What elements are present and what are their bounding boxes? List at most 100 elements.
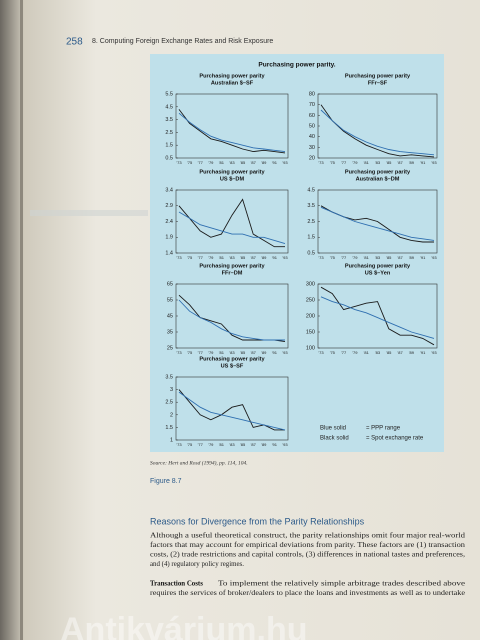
y-tick-label: 1.5 <box>165 143 173 149</box>
data-line <box>320 104 435 158</box>
legend-label: Black solid <box>320 436 349 442</box>
legend-text: = PPP range <box>366 426 401 432</box>
x-tick-label: '85 <box>386 255 392 260</box>
x-tick-label: '79 <box>208 255 214 260</box>
y-tick-label: 1.5 <box>307 235 315 241</box>
figure-title: Purchasing power parity. <box>258 62 335 69</box>
data-line <box>320 286 435 346</box>
chart-title: Purchasing power parity <box>199 356 265 362</box>
x-tick-label: '79 <box>208 442 214 447</box>
y-tick-label: 2.5 <box>307 219 315 225</box>
data-line <box>178 211 286 245</box>
y-tick-label: 1 <box>170 437 173 443</box>
x-tick-label: '83 <box>229 255 235 260</box>
y-tick-label: 2.4 <box>165 219 173 225</box>
y-tick-label: 60 <box>309 113 315 119</box>
x-tick-label: '79 <box>352 255 358 260</box>
data-line <box>178 299 285 341</box>
y-tick-label: 70 <box>309 102 315 108</box>
x-tick-label: '75 <box>187 442 193 447</box>
paragraph-line: and (4) regulatory policy regimes. <box>150 561 244 568</box>
x-tick-label: '75 <box>330 350 336 355</box>
x-tick-label: '87 <box>251 350 257 355</box>
y-tick-label: 25 <box>167 345 173 351</box>
x-tick-label: '85 <box>240 255 246 260</box>
y-tick-label: 40 <box>309 134 315 140</box>
x-tick-label: '85 <box>240 350 246 355</box>
y-tick-label: 3.5 <box>307 203 315 209</box>
y-tick-label: 3.5 <box>165 117 173 123</box>
y-tick-label: 45 <box>167 313 173 319</box>
y-tick-label: 2.5 <box>165 400 173 406</box>
y-tick-label: 2.9 <box>165 203 173 209</box>
x-tick-label: '85 <box>240 442 246 447</box>
paragraph-line: To implement the relatively simple arbit… <box>218 581 465 588</box>
x-tick-label: '85 <box>386 350 392 355</box>
figure-caption: Figure 8.7 <box>150 478 182 485</box>
x-tick-label: '73 <box>176 255 182 260</box>
x-tick-label: '83 <box>229 442 235 447</box>
x-tick-label: '93 <box>282 350 288 355</box>
x-tick-label: '75 <box>330 255 336 260</box>
x-tick-label: '91 <box>272 160 278 165</box>
y-tick-label: 150 <box>306 329 315 335</box>
x-tick-label: '83 <box>229 160 235 165</box>
y-tick-label: 1.9 <box>165 235 173 241</box>
x-tick-label: '83 <box>375 255 381 260</box>
plot-frame <box>175 93 289 159</box>
chart-subtitle: FFr–DM <box>222 270 243 276</box>
x-tick-label: '73 <box>318 255 324 260</box>
x-tick-label: '81 <box>219 350 225 355</box>
y-tick-label: 300 <box>306 281 315 287</box>
x-tick-label: '91 <box>420 255 426 260</box>
y-tick-label: 80 <box>309 91 315 97</box>
data-line <box>320 109 435 156</box>
x-tick-label: '93 <box>282 255 288 260</box>
x-tick-label: '89 <box>409 160 415 165</box>
paragraph-line: costs, (2) trade restrictions and capita… <box>150 552 465 559</box>
data-line <box>178 198 285 248</box>
shadow <box>30 210 148 216</box>
x-tick-label: '77 <box>341 160 347 165</box>
x-tick-label: '87 <box>397 255 403 260</box>
chart-subtitle: FFr–SF <box>368 80 388 86</box>
x-tick-label: '83 <box>229 350 235 355</box>
x-tick-label: '85 <box>240 160 246 165</box>
figure-source: Source: Hert and Rosd (1994), pp. 114, 1… <box>150 459 248 466</box>
x-tick-label: '87 <box>251 255 257 260</box>
paragraph-line: requires the services of broker/dealers … <box>150 590 465 597</box>
y-tick-label: 4.5 <box>165 104 173 110</box>
y-tick-label: 3 <box>170 387 173 393</box>
chart-title: Purchasing power parity <box>345 263 411 269</box>
x-tick-label: '77 <box>198 350 204 355</box>
x-tick-label: '89 <box>409 350 415 355</box>
y-tick-label: 55 <box>167 297 173 303</box>
x-tick-label: '77 <box>198 255 204 260</box>
x-tick-label: '73 <box>318 160 324 165</box>
paragraph-line: Although a useful theoretical construct,… <box>150 533 466 540</box>
y-tick-label: 20 <box>309 155 315 161</box>
x-tick-label: '81 <box>219 255 225 260</box>
x-tick-label: '75 <box>187 350 193 355</box>
legend-text: = Spot exchange rate <box>366 436 424 442</box>
x-tick-label: '93 <box>431 350 437 355</box>
x-tick-label: '77 <box>341 255 347 260</box>
chart-title: Purchasing power parity <box>199 263 265 269</box>
x-tick-label: '91 <box>420 350 426 355</box>
x-tick-label: '73 <box>318 350 324 355</box>
data-line <box>178 389 285 431</box>
legend-label: Blue solid <box>320 426 346 432</box>
data-line <box>320 296 435 339</box>
x-tick-label: '93 <box>282 160 288 165</box>
x-tick-label: '75 <box>330 160 336 165</box>
y-tick-label: 100 <box>306 345 315 351</box>
x-tick-label: '85 <box>386 160 392 165</box>
y-tick-label: 50 <box>309 123 315 129</box>
y-tick-label: 65 <box>167 281 173 287</box>
x-tick-label: '83 <box>375 160 381 165</box>
page-number: 258 <box>66 37 83 48</box>
chart-subtitle: US $–SF <box>221 363 244 369</box>
y-tick-label: 35 <box>167 329 173 335</box>
x-tick-label: '79 <box>352 350 358 355</box>
